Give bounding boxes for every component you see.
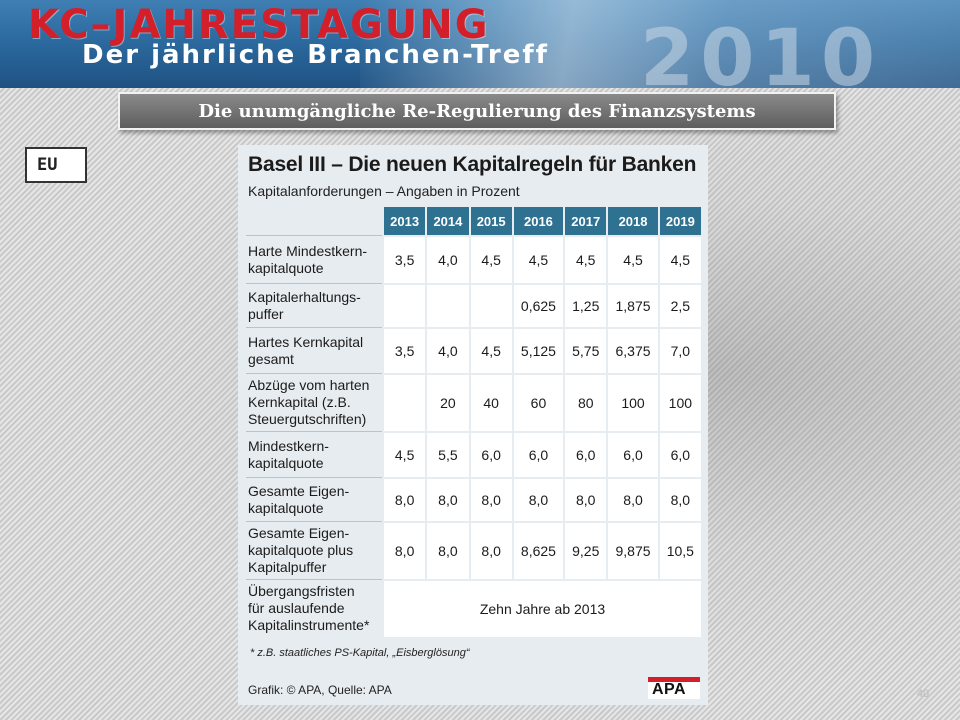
page-number: 40 — [916, 688, 930, 700]
value-cell: 8,0 — [563, 477, 607, 521]
row-label: Kapitalerhaltungs- puffer — [246, 283, 382, 327]
row-label: Gesamte Eigen- kapitalquote — [246, 477, 382, 521]
value-cell: 2,5 — [657, 283, 701, 327]
value-cell: 6,0 — [657, 431, 701, 477]
table-row: Harte Mindestkern- kapitalquote 3,5 4,0 4,5… — [246, 235, 701, 283]
credit-row: Grafik: © APA, Quelle: APA APA — [246, 677, 700, 699]
value-cell: 4,5 — [468, 327, 512, 373]
value-cell — [425, 283, 469, 327]
banner-year: 2010 — [640, 14, 882, 88]
value-cell: 1,25 — [563, 283, 607, 327]
value-cell: 4,5 — [563, 235, 607, 283]
table-header-row: 2013 2014 2015 2016 2017 2018 2019 — [246, 207, 701, 235]
row-label: Gesamte Eigen- kapitalquote plus Kapital… — [246, 521, 382, 579]
value-cell: 4,5 — [382, 431, 426, 477]
year-header-cell: 2013 — [382, 207, 426, 235]
value-cell: 80 — [563, 373, 607, 431]
year-header-cell: 2016 — [511, 207, 564, 235]
slide-subtitle-bar: Die unumgängliche Re-Regulierung des Fin… — [118, 92, 836, 130]
value-cell: 8,0 — [468, 477, 512, 521]
value-cell: 4,0 — [425, 235, 469, 283]
value-cell: 8,0 — [382, 477, 426, 521]
value-cell: 40 — [468, 373, 512, 431]
year-header-cell: 2019 — [657, 207, 701, 235]
basel-infographic: Basel III – Die neuen Kapitalregeln für … — [238, 145, 708, 705]
apa-logo: APA — [648, 677, 700, 699]
value-cell: 60 — [511, 373, 564, 431]
row-label: Hartes Kernkapital gesamt — [246, 327, 382, 373]
region-label: EU — [25, 147, 87, 183]
footnote: * z.B. staatliches PS-Kapital, „Eisbergl… — [250, 647, 470, 659]
table-row: Mindestkern- kapitalquote 4,5 5,5 6,0 6,0 6,0… — [246, 431, 701, 477]
banner-title: KC–JAHRESTAGUNG — [28, 2, 490, 48]
year-header-cell: 2018 — [606, 207, 658, 235]
header-blank-cell — [246, 207, 382, 235]
year-header-cell: 2017 — [563, 207, 607, 235]
value-cell: 100 — [657, 373, 701, 431]
value-cell: 9,875 — [606, 521, 658, 579]
value-cell: 4,5 — [606, 235, 658, 283]
value-cell: 8,0 — [468, 521, 512, 579]
value-cell: 8,0 — [606, 477, 658, 521]
value-cell: 4,5 — [657, 235, 701, 283]
table-row: Gesamte Eigen- kapitalquote plus Kapital… — [246, 521, 701, 579]
value-cell: 6,0 — [468, 431, 512, 477]
value-cell: 6,0 — [563, 431, 607, 477]
value-cell: 6,0 — [606, 431, 658, 477]
banner-sheen — [360, 0, 960, 88]
row-label: Abzüge vom harten Kernkapital (z.B. Steu… — [246, 373, 382, 431]
slide-subtitle: Die unumgängliche Re-Regulierung des Fin… — [198, 100, 756, 122]
value-cell: 20 — [425, 373, 469, 431]
value-cell: 5,5 — [425, 431, 469, 477]
value-cell: 8,0 — [425, 521, 469, 579]
value-cell: 4,5 — [468, 235, 512, 283]
value-cell — [382, 373, 426, 431]
infographic-title: Basel III – Die neuen Kapitalregeln für … — [248, 153, 697, 176]
row-label: Übergangsfristen für auslaufende Kapital… — [246, 579, 382, 637]
apa-logo-stripe — [648, 677, 700, 682]
value-cell: 4,5 — [511, 235, 564, 283]
year-header-cell: 2014 — [425, 207, 469, 235]
value-cell: 4,0 — [425, 327, 469, 373]
banner-subtitle: Der jährliche Branchen-Treff — [82, 40, 549, 70]
table-row: Hartes Kernkapital gesamt 3,5 4,0 4,5 5,125 5… — [246, 327, 701, 373]
value-cell: 9,25 — [563, 521, 607, 579]
capital-requirements-table: 2013 2014 2015 2016 2017 2018 2019 Harte Minde… — [246, 207, 701, 637]
value-cell — [468, 283, 512, 327]
table-row: Gesamte Eigen- kapitalquote 8,0 8,0 8,0 8,0 8… — [246, 477, 701, 521]
year-header-cell: 2015 — [468, 207, 512, 235]
source-credit: Grafik: © APA, Quelle: APA — [248, 683, 392, 697]
value-cell: 8,0 — [511, 477, 564, 521]
value-cell: 1,875 — [606, 283, 658, 327]
header-banner: 2010 KC–JAHRESTAGUNG Der jährliche Branc… — [0, 0, 960, 88]
apa-logo-text: APA — [652, 681, 687, 698]
value-cell: 8,0 — [425, 477, 469, 521]
transition-period-cell: Zehn Jahre ab 2013 — [382, 579, 701, 637]
infographic-subtitle: Kapitalanforderungen – Angaben in Prozen… — [248, 183, 520, 199]
value-cell — [382, 283, 426, 327]
value-cell: 6,375 — [606, 327, 658, 373]
value-cell: 5,125 — [511, 327, 564, 373]
row-label: Harte Mindestkern- kapitalquote — [246, 235, 382, 283]
row-label: Mindestkern- kapitalquote — [246, 431, 382, 477]
value-cell: 6,0 — [511, 431, 564, 477]
value-cell: 3,5 — [382, 235, 426, 283]
table-body: Harte Mindestkern- kapitalquote 3,5 4,0 4,5… — [246, 235, 701, 637]
value-cell: 10,5 — [657, 521, 701, 579]
value-cell: 3,5 — [382, 327, 426, 373]
table-row: Kapitalerhaltungs- puffer 0,625 1,25 1,875 2… — [246, 283, 701, 327]
value-cell: 8,625 — [511, 521, 564, 579]
value-cell: 8,0 — [657, 477, 701, 521]
table-row: Übergangsfristen für auslaufende Kapital… — [246, 579, 701, 637]
value-cell: 8,0 — [382, 521, 426, 579]
value-cell: 5,75 — [563, 327, 607, 373]
value-cell: 100 — [606, 373, 658, 431]
table-row: Abzüge vom harten Kernkapital (z.B. Steu… — [246, 373, 701, 431]
value-cell: 7,0 — [657, 327, 701, 373]
value-cell: 0,625 — [511, 283, 564, 327]
